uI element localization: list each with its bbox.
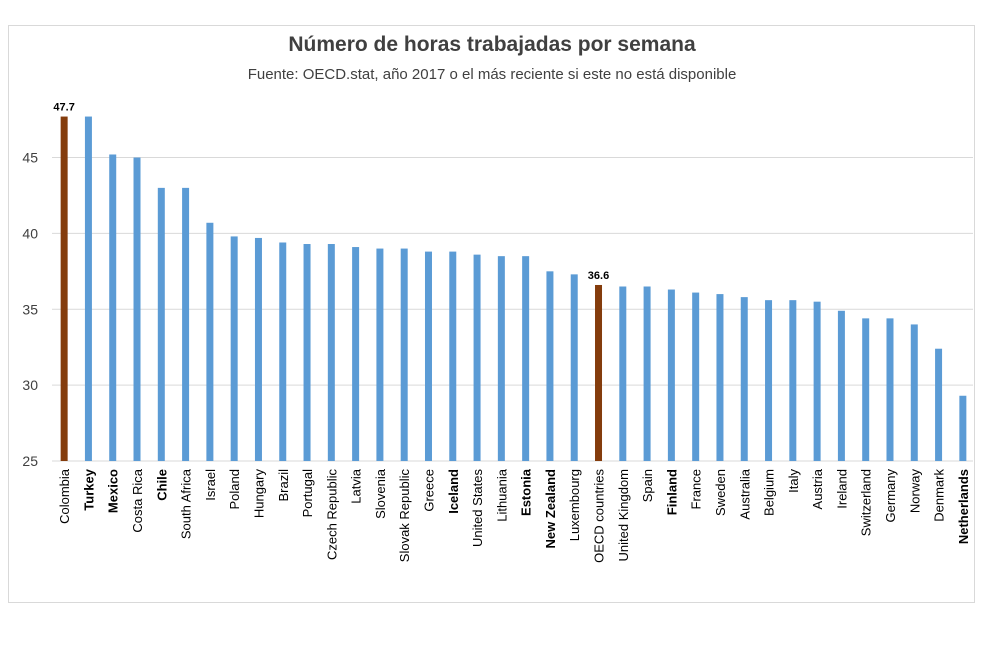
- bar: [910, 324, 918, 461]
- x-tick-label: Ireland: [834, 469, 849, 509]
- bar: [692, 292, 700, 461]
- chart-title: Número de horas trabajadas por semana: [288, 33, 696, 56]
- bar: [862, 318, 870, 461]
- x-tick-label: Norway: [907, 469, 922, 514]
- bar: [765, 300, 773, 461]
- bar: [789, 300, 797, 461]
- x-tick-label: Greece: [421, 469, 436, 512]
- y-tick-label: 25: [22, 453, 38, 469]
- y-tick-label: 30: [22, 377, 38, 393]
- gridlines: [52, 157, 973, 462]
- x-tick-label: Belgium: [762, 469, 777, 516]
- data-label: 47.7: [53, 102, 74, 114]
- x-tick-label: Portugal: [300, 469, 315, 518]
- bar: [303, 244, 311, 461]
- bar: [740, 297, 748, 461]
- x-tick-label: Colombia: [57, 468, 72, 524]
- data-labels: 47.7 36.6: [53, 102, 609, 282]
- y-axis: 25 30 35 40 45: [22, 150, 38, 469]
- x-tick-label: Mexico: [106, 469, 121, 513]
- bar: [449, 251, 457, 461]
- x-tick-label: Estonia: [519, 468, 534, 516]
- bar: [959, 395, 967, 461]
- data-label: 36.6: [588, 270, 609, 282]
- bar: [886, 318, 894, 461]
- y-tick-label: 40: [22, 225, 38, 241]
- chart-subtitle: Fuente: OECD.stat, año 2017 o el más rec…: [247, 66, 737, 83]
- x-tick-label: Lithuania: [494, 468, 509, 522]
- x-tick-label: United States: [470, 469, 485, 548]
- bar: [667, 289, 675, 461]
- bar: [254, 237, 262, 461]
- x-tick-label: Austria: [810, 468, 825, 509]
- bar: [206, 222, 214, 461]
- bar: [84, 116, 92, 461]
- bar: [935, 348, 943, 461]
- x-tick-label: Netherlands: [956, 469, 971, 544]
- bar: [327, 244, 335, 461]
- x-tick-label: Slovenia: [373, 468, 388, 519]
- bar: [837, 310, 845, 461]
- bar: [424, 251, 432, 461]
- x-tick-label: Denmark: [932, 469, 947, 522]
- x-tick-label: Switzerland: [859, 469, 874, 536]
- bar: [157, 187, 165, 461]
- bar: [570, 274, 578, 461]
- y-tick-label: 35: [22, 301, 38, 317]
- x-tick-label: Hungary: [251, 469, 266, 519]
- x-tick-label: Brazil: [276, 469, 291, 502]
- bar: [813, 301, 821, 461]
- x-tick-label: Chile: [154, 469, 169, 501]
- x-tick-label: OECD countries: [592, 469, 607, 563]
- bar: [279, 242, 287, 461]
- x-tick-label: Finland: [664, 469, 679, 515]
- bar: [182, 187, 190, 461]
- x-tick-label: Australia: [737, 468, 752, 519]
- x-tick-label: France: [689, 469, 704, 509]
- bar: [230, 236, 238, 461]
- x-axis: Colombia Turkey Mexico Costa Rica Chile South…: [57, 468, 971, 563]
- bar: [352, 247, 360, 461]
- bar: [643, 286, 651, 461]
- x-tick-label: Iceland: [446, 469, 461, 514]
- x-tick-label: South Africa: [179, 468, 194, 539]
- bar: [60, 116, 68, 461]
- x-tick-label: Slovak Republic: [397, 469, 412, 563]
- x-tick-label: Germany: [883, 469, 898, 523]
- bar: [473, 254, 481, 461]
- x-tick-label: Israel: [203, 469, 218, 501]
- x-tick-label: New Zealand: [543, 469, 558, 549]
- bar: [400, 248, 408, 461]
- bar: [716, 294, 724, 461]
- bar: [376, 248, 384, 461]
- x-tick-label: Sweden: [713, 469, 728, 516]
- bar: [619, 286, 627, 461]
- bars: [60, 116, 967, 462]
- x-tick-label: Costa Rica: [130, 468, 145, 532]
- x-tick-label: Latvia: [349, 468, 364, 503]
- x-tick-label: United Kingdom: [616, 469, 631, 562]
- x-tick-label: Czech Republic: [324, 469, 339, 561]
- bar: [133, 157, 141, 462]
- bar: [497, 256, 505, 461]
- x-tick-label: Turkey: [81, 468, 96, 510]
- bar: [546, 271, 554, 461]
- bar: [595, 284, 603, 461]
- y-tick-label: 45: [22, 150, 38, 166]
- x-tick-label: Luxembourg: [567, 469, 582, 541]
- x-tick-label: Poland: [227, 469, 242, 509]
- bar: [522, 256, 530, 461]
- x-tick-label: Italy: [786, 469, 801, 493]
- bar: [109, 154, 117, 462]
- x-tick-label: Spain: [640, 469, 655, 502]
